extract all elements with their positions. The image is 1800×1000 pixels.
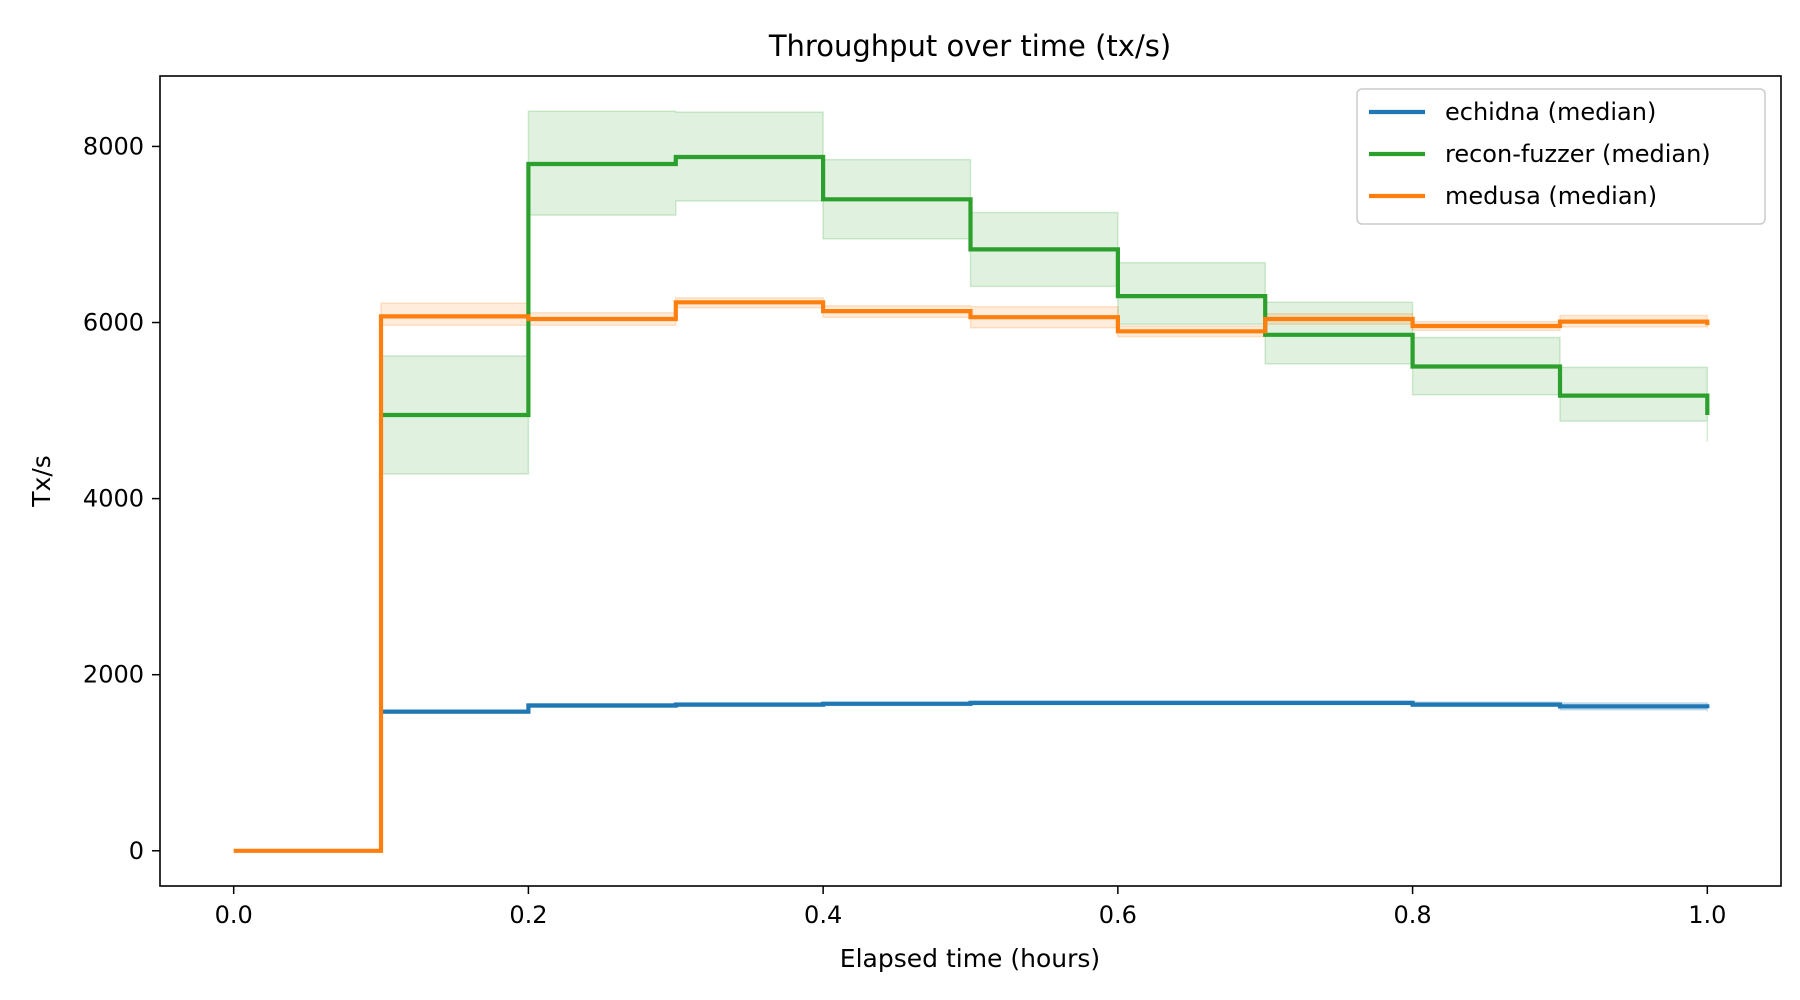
x-tick-label: 0.4 bbox=[804, 901, 842, 929]
y-tick-label: 6000 bbox=[83, 309, 144, 337]
x-tick-label: 0.8 bbox=[1394, 901, 1432, 929]
y-tick-label: 4000 bbox=[83, 485, 144, 513]
chart-title: Throughput over time (tx/s) bbox=[768, 29, 1171, 63]
echidna-series bbox=[381, 700, 1710, 714]
y-axis-label: Tx/s bbox=[27, 455, 56, 508]
x-tick-label: 0.0 bbox=[215, 901, 253, 929]
echidna-median-line bbox=[381, 700, 1710, 714]
x-axis-label: Elapsed time (hours) bbox=[840, 944, 1100, 973]
plot-frame bbox=[159, 75, 1782, 887]
recon-fuzzer-median-line bbox=[381, 154, 1710, 418]
medusa-median-line bbox=[233, 300, 1710, 853]
legend-label: echidna (median) bbox=[1445, 98, 1656, 126]
legend-item: medusa (median) bbox=[1369, 182, 1657, 210]
legend-box bbox=[1356, 88, 1766, 225]
medusa-series bbox=[233, 300, 1710, 853]
y-tick-label: 8000 bbox=[83, 132, 144, 160]
legend-item: recon-fuzzer (median) bbox=[1369, 140, 1711, 168]
series-lines bbox=[233, 154, 1710, 853]
y-tick-label: 0 bbox=[129, 837, 144, 865]
y-tick-label: 2000 bbox=[83, 661, 144, 689]
x-tick-label: 1.0 bbox=[1688, 901, 1726, 929]
x-tick-label: 0.6 bbox=[1099, 901, 1137, 929]
y-axis: 0 2000 4000 6000 8000 bbox=[83, 132, 160, 865]
legend: echidna (median) recon-fuzzer (median) med… bbox=[1356, 88, 1766, 225]
medusa-band bbox=[233, 297, 1709, 852]
x-axis: 0.0 0.2 0.4 0.6 0.8 1.0 bbox=[215, 886, 1726, 929]
recon-fuzzer-band bbox=[380, 110, 1709, 475]
legend-item: echidna (median) bbox=[1369, 98, 1656, 126]
x-tick-label: 0.2 bbox=[509, 901, 547, 929]
recon-fuzzer-series bbox=[381, 154, 1710, 418]
legend-label: medusa (median) bbox=[1445, 182, 1657, 210]
legend-label: recon-fuzzer (median) bbox=[1445, 140, 1711, 168]
